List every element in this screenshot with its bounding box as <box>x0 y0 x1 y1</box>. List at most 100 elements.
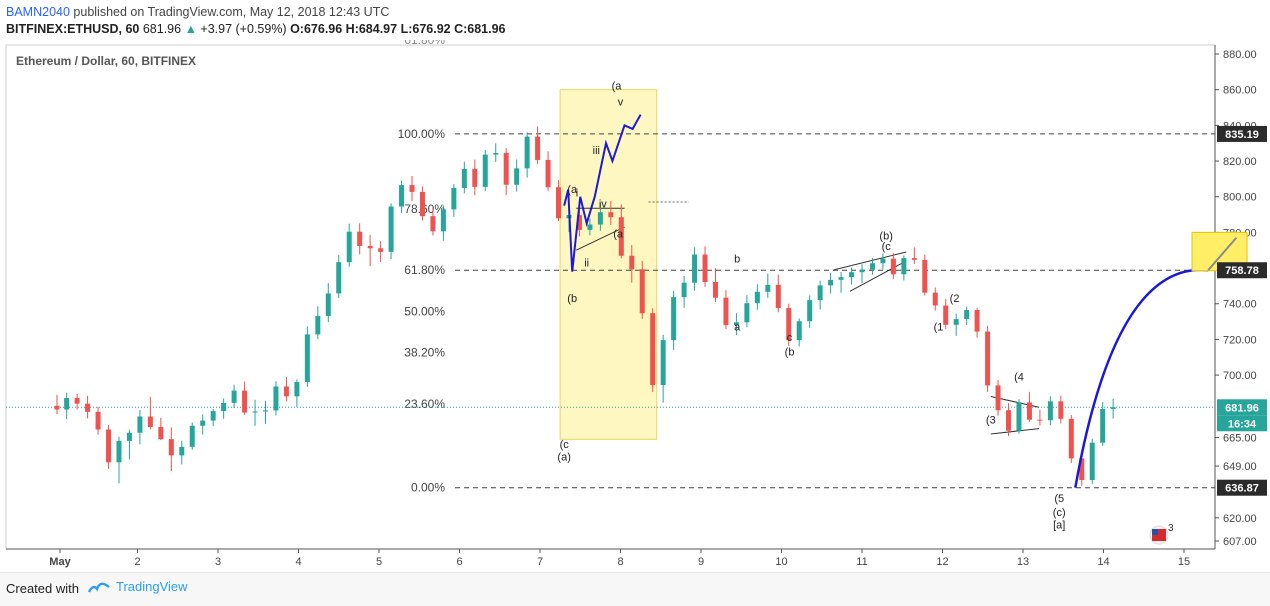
candle-body <box>629 255 635 270</box>
candle-body <box>221 402 227 412</box>
candle-body <box>775 284 781 309</box>
candle-body <box>503 153 509 185</box>
x-tick-label: 5 <box>376 556 382 568</box>
candle-body <box>514 168 520 185</box>
tradingview-label: TradingView <box>116 579 188 594</box>
candle-body <box>231 390 237 403</box>
candle-body <box>210 411 216 421</box>
fib-level-label: 23.60% <box>404 397 445 411</box>
wave-label: (b) <box>879 231 892 243</box>
candle-body <box>74 397 80 404</box>
candle-body <box>650 313 656 386</box>
y-tick-label: 700.00 <box>1223 370 1257 382</box>
candle-body <box>419 191 425 217</box>
candle-body <box>838 277 844 280</box>
candle-body <box>932 292 938 306</box>
candle-body <box>964 309 970 320</box>
candle-body <box>137 416 143 433</box>
candle-body <box>639 269 645 314</box>
candle-body <box>1068 418 1074 459</box>
axis-price-badge <box>1217 479 1267 496</box>
header: BAMN2040 published on TradingView.com, M… <box>0 0 1270 42</box>
footer-created-with: Created with <box>6 581 79 596</box>
axis-price-label: 636.87 <box>1225 483 1259 495</box>
candle-body <box>890 258 896 275</box>
wave-label: i <box>576 188 578 200</box>
x-tick-label: 3 <box>215 556 221 568</box>
candle-body <box>880 258 886 264</box>
y-tick-label: 800.00 <box>1223 192 1257 204</box>
y-tick-label: 607.00 <box>1223 536 1257 548</box>
candle-body <box>85 403 91 412</box>
fib-level-label: 100.00% <box>398 127 446 141</box>
candle-body <box>95 411 101 430</box>
wave-label: iii <box>593 145 600 157</box>
wave-label: (a <box>612 81 623 93</box>
candle-body <box>556 187 562 219</box>
wave-label: (c <box>882 241 892 253</box>
candle-body <box>702 254 708 282</box>
candle-body <box>922 259 928 293</box>
price-chart[interactable]: May23456789101112131415880.00860.00840.0… <box>0 40 1270 572</box>
candle-body <box>126 432 132 441</box>
wave-label: v <box>618 97 624 109</box>
candle-body <box>64 397 70 410</box>
candle-body <box>367 245 373 249</box>
candle-body <box>242 390 248 413</box>
candle-body <box>1026 402 1032 420</box>
candle-body <box>524 136 530 169</box>
candle-body <box>953 319 959 325</box>
candle-body <box>744 303 750 323</box>
axis-price-label: 835.19 <box>1225 129 1259 141</box>
tradingview-link[interactable]: TradingView <box>88 579 188 594</box>
wave-label: ii <box>584 257 589 269</box>
candle-body <box>357 231 363 246</box>
flag-canton <box>1152 529 1158 535</box>
x-tick-label: 12 <box>936 556 948 568</box>
candle-body <box>147 416 153 428</box>
x-tick-label: 7 <box>537 556 543 568</box>
x-tick-label: 6 <box>456 556 462 568</box>
publish-line: BAMN2040 published on TradingView.com, M… <box>6 5 389 19</box>
candle-body <box>472 168 478 187</box>
axis-price-label: 758.78 <box>1225 265 1259 277</box>
candle-body <box>252 411 258 413</box>
x-tick-label: 2 <box>134 556 140 568</box>
candle-body <box>911 258 917 260</box>
last-price: 681.96 <box>142 22 182 36</box>
candle-body <box>430 216 436 232</box>
x-tick-label: May <box>49 556 71 568</box>
candle-body <box>1016 402 1022 431</box>
candle-body <box>681 282 687 298</box>
y-tick-label: 720.00 <box>1223 334 1257 346</box>
candle-body <box>1100 408 1106 443</box>
wave-label: (b <box>785 346 795 358</box>
x-tick-label: 14 <box>1097 556 1109 568</box>
candle-body <box>378 248 384 252</box>
author-link[interactable]: BAMN2040 <box>6 5 70 19</box>
target-line <box>1207 237 1238 271</box>
candle-body <box>576 215 582 230</box>
candle-body <box>1110 407 1116 409</box>
y-tick-label: 665.00 <box>1223 433 1257 445</box>
candle-body <box>618 217 624 256</box>
candle-body <box>336 262 342 294</box>
candle-body <box>859 269 865 273</box>
axis-price-badge <box>1217 262 1267 279</box>
symbol-label: BITFINEX:ETHUSD, 60 <box>6 22 140 36</box>
wave-label: (c) <box>1053 507 1066 519</box>
candle-body <box>660 340 666 386</box>
candle-body <box>1006 410 1012 431</box>
wave-label: (a <box>567 184 578 196</box>
footer: Created with TradingView <box>0 572 1270 606</box>
candle-body <box>325 293 331 317</box>
y-tick-label: 620.00 <box>1223 513 1257 525</box>
candle-body <box>106 429 112 463</box>
candle-body <box>985 331 991 386</box>
trend-channel-line <box>990 428 1040 435</box>
candle-body <box>597 212 603 225</box>
axis-price-label: 681.96 <box>1225 402 1259 414</box>
x-tick-label: 4 <box>295 556 301 568</box>
candle-body <box>54 405 60 410</box>
wave-label: (3 <box>986 414 996 426</box>
